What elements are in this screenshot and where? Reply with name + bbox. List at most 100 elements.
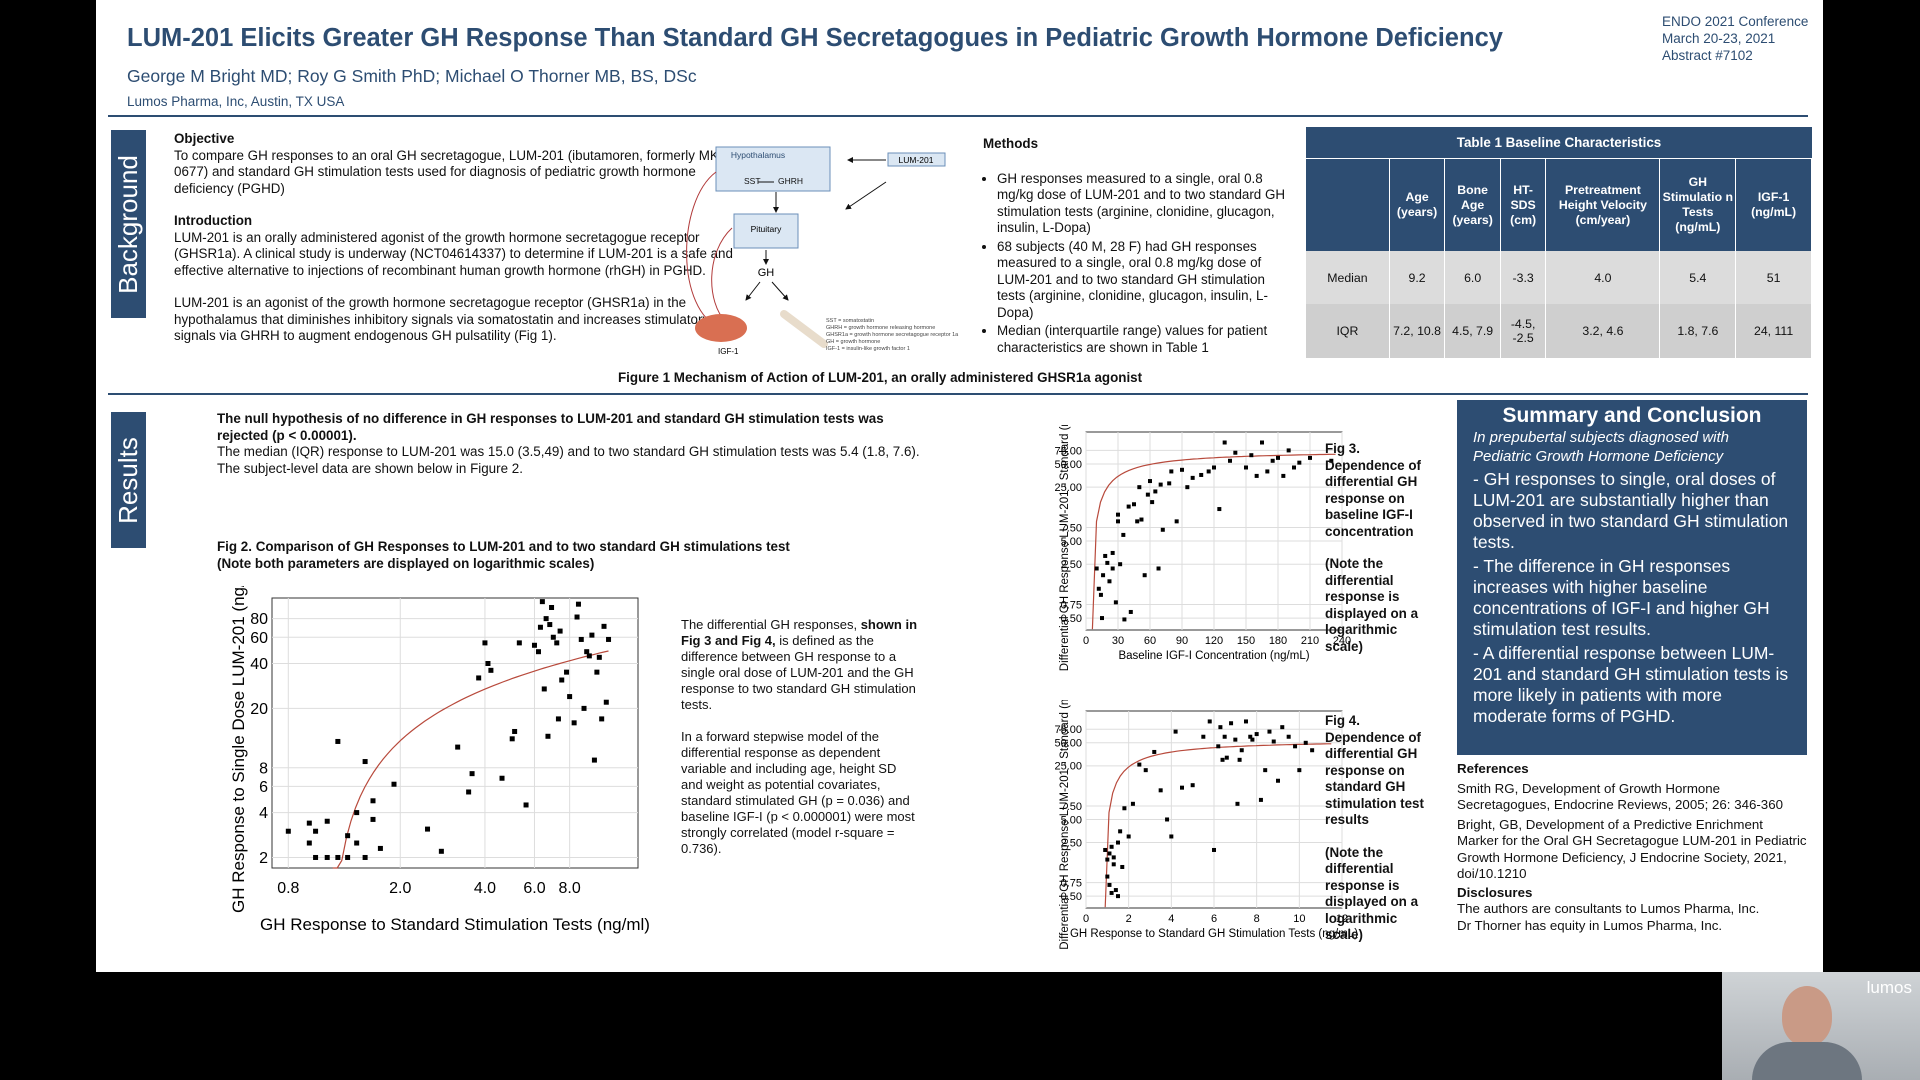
- disclosure-item: The authors are consultants to Lumos Pha…: [1457, 901, 1760, 916]
- data-point: [564, 669, 570, 675]
- data-point: [1113, 600, 1118, 605]
- table-cell: 5.4: [1659, 251, 1737, 304]
- methods-item: Median (interquartile range) values for …: [997, 323, 1295, 356]
- data-point: [547, 622, 553, 628]
- data-point: [485, 661, 491, 667]
- y-tick-label: 0.50: [1061, 613, 1082, 625]
- data-point: [1122, 806, 1127, 811]
- summary-subtitle: In prepubertal subjects diagnosed with P…: [1473, 429, 1729, 465]
- liver-illustration: [695, 314, 747, 342]
- data-point: [1244, 719, 1248, 724]
- table-header-cell: IGF-1 (ng/mL): [1735, 159, 1812, 251]
- x-tick-label: 0.8: [277, 880, 299, 897]
- x-axis-label: GH Response to Standard Stimulation Test…: [260, 915, 650, 934]
- methods-heading: Methods: [983, 136, 1039, 151]
- data-point: [1169, 469, 1174, 474]
- data-point: [1113, 888, 1118, 893]
- conference-info: ENDO 2021 Conference March 20-23, 2021 A…: [1662, 13, 1808, 64]
- differential-text: The differential GH responses, shown in …: [681, 617, 921, 857]
- y-tick-label: 25.00: [1054, 761, 1082, 773]
- table-cell: 24, 111: [1735, 304, 1812, 358]
- data-point: [1297, 460, 1302, 465]
- data-point: [1107, 851, 1112, 856]
- fig3-note: (Note the differential response is displ…: [1325, 556, 1419, 654]
- y-axis-label: Differential GH Response LUM-201 - Stand…: [1059, 425, 1071, 671]
- table-cell: 4.0: [1545, 251, 1661, 304]
- introduction-heading: Introduction: [174, 213, 253, 228]
- data-point: [1098, 592, 1103, 597]
- y-tick-label: 8: [259, 760, 268, 777]
- data-point: [1267, 729, 1272, 734]
- data-point: [1237, 757, 1242, 762]
- data-point: [1110, 550, 1115, 555]
- data-point: [1139, 517, 1144, 522]
- x-tick-label: 4: [1168, 913, 1174, 925]
- data-point: [377, 845, 383, 851]
- null-hypothesis: The null hypothesis of no difference in …: [217, 411, 884, 443]
- y-tick-label: 5.00: [1061, 814, 1082, 826]
- data-point: [1116, 840, 1120, 845]
- data-point: [1220, 757, 1225, 762]
- data-point: [391, 781, 397, 787]
- data-point: [1310, 748, 1315, 753]
- data-point: [1249, 453, 1254, 458]
- y-tick-label: 20: [250, 701, 268, 718]
- reference-item: Bright, GB, Development of a Predictive …: [1457, 816, 1807, 882]
- data-point: [1239, 748, 1244, 753]
- subject-text: The subject-level data are shown below i…: [217, 460, 523, 476]
- summary-point: - GH responses to single, oral doses of …: [1473, 469, 1789, 552]
- poster-affiliation: Lumos Pharma, Inc, Austin, TX USA: [127, 94, 345, 109]
- data-point: [1308, 455, 1312, 460]
- data-point: [1111, 862, 1116, 867]
- data-point: [599, 716, 605, 722]
- data-point: [1100, 616, 1104, 621]
- y-tick-label: 25.00: [1054, 482, 1082, 494]
- fig3-chart: 0 30 60 90 120 150 180 210 240 0.50 0.75 2.50 5.00 7.…: [1054, 425, 1351, 671]
- table-cell: 9.2: [1389, 251, 1446, 304]
- conference-dates: March 20-23, 2021: [1662, 31, 1776, 46]
- data-point: [1180, 785, 1184, 790]
- table-header-cell: HT-SDS (cm): [1500, 159, 1547, 251]
- table-cell: -4.5, -2.5: [1500, 304, 1547, 358]
- data-point: [1217, 507, 1222, 512]
- x-tick-label: 0: [1083, 635, 1089, 647]
- data-point: [603, 699, 609, 705]
- data-point: [1286, 734, 1291, 739]
- data-point: [1216, 744, 1221, 749]
- data-point: [354, 840, 360, 846]
- x-tick-label: 120: [1205, 635, 1223, 647]
- fig4-caption: Fig 4. Dependence of differential GH res…: [1325, 713, 1424, 827]
- y-tick-label: 40: [250, 656, 268, 673]
- data-point: [1160, 527, 1165, 532]
- table1-title: Table 1 Baseline Characteristics: [1306, 127, 1812, 159]
- presenter-body: [1752, 1042, 1862, 1080]
- data-point: [1107, 579, 1112, 584]
- x-tick-label: 2.0: [389, 880, 411, 897]
- y-tick-label: 6: [259, 779, 268, 796]
- data-point: [306, 840, 312, 846]
- poster-authors: George M Bright MD; Roy G Smith PhD; Mic…: [127, 66, 697, 86]
- data-point: [1116, 894, 1120, 899]
- pituitary-label: Pituitary: [751, 224, 782, 234]
- data-point: [1201, 734, 1206, 739]
- table-row: Median 9.2 6.0 -3.3 4.0 5.4 51: [1306, 251, 1812, 304]
- x-tick-label: 150: [1237, 635, 1255, 647]
- data-point: [591, 757, 597, 763]
- table-cell: 6.0: [1444, 251, 1501, 304]
- data-point: [1222, 734, 1227, 739]
- data-point: [1165, 817, 1170, 822]
- data-point: [1121, 532, 1126, 537]
- plot-area: [271, 597, 639, 869]
- x-tick-label: 240: [1333, 635, 1351, 647]
- data-point: [482, 640, 488, 646]
- data-point: [1122, 617, 1127, 622]
- data-point: [1156, 566, 1161, 571]
- abstract-number: Abstract #7102: [1662, 48, 1753, 63]
- data-point: [1116, 519, 1120, 524]
- presenter-head: [1782, 986, 1832, 1046]
- results-divider: [108, 393, 1808, 395]
- lum201-label: LUM-201: [899, 155, 934, 165]
- data-point: [370, 816, 376, 822]
- data-point: [1105, 874, 1110, 879]
